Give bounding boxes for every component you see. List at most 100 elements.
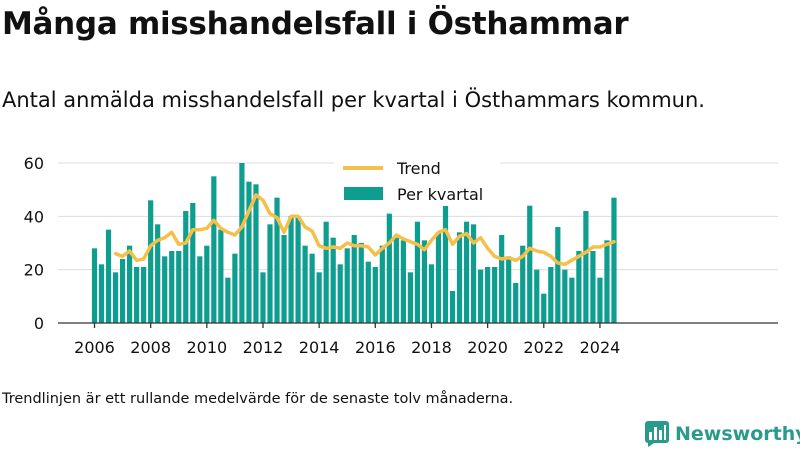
bar: [155, 224, 161, 323]
x-axis-ticks: 2006 2008 2010 2012 2014 2016 2018 2020 2022 2024: [74, 323, 620, 357]
bar: [485, 267, 491, 323]
bar: [435, 232, 442, 323]
bar: [463, 221, 470, 323]
bar: [127, 245, 133, 323]
bar: [274, 197, 280, 323]
bar: [527, 205, 533, 323]
y-tick-label: 40: [24, 207, 44, 226]
bar: [407, 272, 413, 323]
bar: [232, 253, 238, 323]
bar: [590, 251, 596, 323]
bar: [562, 269, 568, 323]
bar: [211, 176, 217, 323]
bar: [260, 272, 266, 323]
bar: [351, 235, 357, 323]
y-tick-label: 60: [24, 154, 44, 173]
bar: [323, 221, 329, 323]
bar: [470, 224, 477, 323]
x-tick-label: 2022: [523, 338, 564, 357]
bar: [442, 192, 449, 323]
bar: [204, 245, 210, 323]
chart-subtitle: Antal anmälda misshandelsfall per kvarta…: [2, 88, 705, 112]
bar: [176, 251, 182, 323]
bar: [506, 256, 512, 323]
bar: [246, 181, 252, 323]
bar: [197, 256, 203, 323]
trend-line: [113, 193, 616, 267]
brand-name: Newsworthy: [675, 423, 800, 445]
bar: [492, 267, 498, 323]
bar: [337, 264, 343, 323]
bar: [541, 293, 547, 323]
x-tick-label: 2010: [186, 338, 227, 357]
legend: Trend Per kvartal: [334, 158, 500, 206]
x-tick-label: 2006: [74, 338, 115, 357]
bar: [316, 272, 322, 323]
bar: [134, 267, 140, 323]
bar: [478, 269, 484, 323]
x-tick-label: 2008: [130, 338, 171, 357]
bar: [91, 248, 98, 323]
bar: [148, 200, 154, 323]
bar: [555, 227, 561, 323]
footnote: Trendlinjen är ett rullande medelvärde f…: [2, 391, 514, 407]
bar: [162, 256, 168, 323]
bar: [499, 235, 505, 323]
x-tick-label: 2018: [411, 338, 452, 357]
bar: [190, 203, 196, 323]
bar: [112, 272, 119, 323]
bar: [141, 267, 147, 323]
bar: [604, 240, 610, 323]
bar: [379, 245, 385, 323]
brand: Newsworthy: [645, 420, 800, 448]
bar: [119, 259, 126, 323]
bar: [400, 240, 406, 323]
bar: [534, 269, 540, 323]
bar: [520, 245, 526, 323]
y-axis-ticks: 0 20 40 60: [24, 154, 44, 333]
y-tick-label: 20: [24, 261, 44, 280]
bar: [428, 264, 435, 323]
x-tick-label: 2016: [355, 338, 396, 357]
bar: [330, 237, 336, 323]
bar: [225, 277, 231, 323]
bar: [386, 213, 392, 323]
bar: [611, 197, 617, 323]
bar: [302, 245, 308, 323]
bar: [98, 264, 105, 323]
bar: [365, 261, 371, 323]
bar: [414, 221, 421, 323]
bar-series: [91, 163, 617, 323]
y-tick-label: 0: [34, 314, 44, 333]
bar: [513, 283, 519, 323]
bar: [218, 229, 224, 323]
bar: [372, 267, 378, 323]
legend-bar-label: Per kvartal: [397, 185, 483, 204]
x-tick-label: 2012: [243, 338, 284, 357]
bar: [576, 251, 582, 323]
bar: [569, 277, 575, 323]
bar: [105, 229, 112, 323]
bar: [456, 232, 463, 323]
bar: [548, 267, 554, 323]
bar: [309, 253, 315, 323]
bar: [583, 211, 589, 323]
bar: [267, 224, 273, 323]
x-tick-label: 2020: [467, 338, 508, 357]
legend-trend-label: Trend: [396, 159, 441, 178]
bar: [281, 235, 287, 323]
bar: [169, 251, 175, 323]
bar: [393, 237, 399, 323]
bar: [253, 184, 259, 323]
bar: [239, 163, 245, 323]
legend-bar-swatch: [344, 187, 383, 200]
chart-title: Många misshandelsfall i Östhammar: [2, 6, 629, 42]
bar: [421, 240, 428, 323]
bar: [597, 277, 603, 323]
newsworthy-logo-icon: [645, 421, 669, 447]
bar: [295, 216, 301, 323]
bar: [183, 211, 189, 323]
bar: [449, 291, 456, 323]
x-tick-label: 2024: [580, 338, 621, 357]
